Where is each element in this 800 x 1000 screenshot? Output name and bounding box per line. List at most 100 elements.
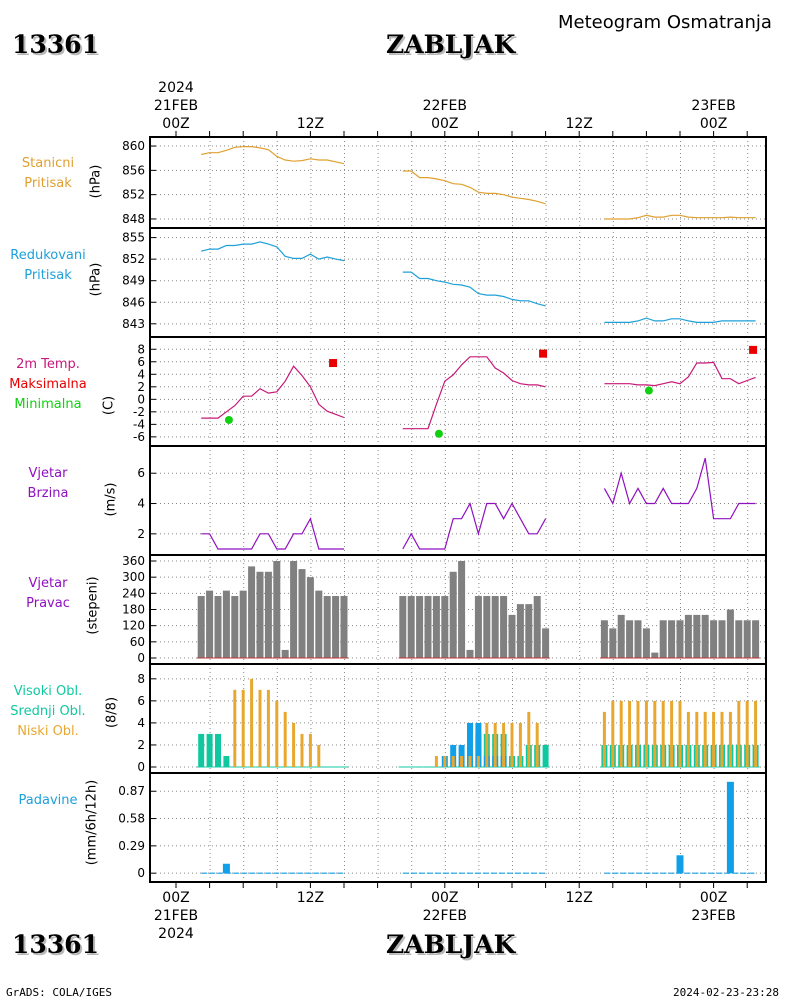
low-cloud-bar bbox=[451, 755, 455, 767]
wind-direction-bar bbox=[701, 614, 709, 658]
wind-speed-line bbox=[603, 457, 756, 520]
wind-direction-bar bbox=[399, 596, 407, 658]
temp-max-marker bbox=[329, 359, 338, 368]
wind-direction-bar bbox=[306, 577, 314, 658]
wind-direction-bar bbox=[290, 561, 298, 658]
panel-frame bbox=[149, 772, 767, 883]
y-tick-label: 0 bbox=[137, 866, 145, 880]
station-pressure-line bbox=[604, 214, 756, 220]
reduced-pressure-line bbox=[201, 241, 345, 262]
panel-label-temperature: 2m Temp. Maksimalna Minimalna bbox=[0, 355, 108, 415]
low-cloud-bar bbox=[728, 711, 732, 767]
y-tick-label: 852 bbox=[122, 252, 145, 266]
wind-direction-bar bbox=[332, 596, 340, 658]
high-cloud-bar bbox=[198, 733, 205, 767]
y-tick-label: 0.58 bbox=[118, 812, 145, 826]
low-cloud-bar bbox=[527, 711, 531, 767]
reduced-pressure-label-1: Redukovani bbox=[10, 248, 86, 263]
reduced-pressure-label-2: Pritisak bbox=[24, 268, 72, 283]
wind-speed-label-2: Brzina bbox=[27, 486, 69, 501]
panel-frame bbox=[149, 136, 767, 229]
temp-min-marker bbox=[644, 386, 653, 395]
low-cloud-bar bbox=[611, 700, 615, 767]
station-id-bottom: 13361 bbox=[12, 930, 99, 959]
low-cloud-bar bbox=[703, 711, 707, 767]
wind-direction-bar bbox=[743, 620, 751, 658]
wind-direction-bar bbox=[726, 609, 734, 658]
wind-direction-bar bbox=[668, 620, 676, 658]
y-tick-label: 846 bbox=[122, 295, 145, 309]
y-tick-label: 2 bbox=[137, 738, 145, 752]
x-date-label-bottom: 23FEB bbox=[691, 908, 735, 924]
mid-cloud-bar bbox=[475, 722, 482, 767]
reduced-pressure-line bbox=[604, 317, 756, 323]
temperature-line bbox=[402, 356, 546, 430]
x-hour-label-bottom: 00Z bbox=[162, 890, 189, 906]
low-cloud-bar bbox=[695, 711, 699, 767]
temp-max-marker bbox=[539, 349, 548, 358]
wind-direction-bar bbox=[264, 571, 272, 658]
panel-label-wind-speed: Vjetar Brzina bbox=[0, 464, 108, 504]
wind-direction-bar bbox=[500, 596, 508, 658]
wind-direction-bar bbox=[634, 620, 642, 658]
precipitation-bar bbox=[726, 781, 734, 874]
x-date-label-top: 22FEB bbox=[423, 98, 467, 114]
station-pressure-line bbox=[402, 170, 546, 205]
wind-speed-label-1: Vjetar bbox=[28, 466, 68, 481]
low-cloud-bar bbox=[653, 700, 657, 767]
high-cloud-bar bbox=[542, 744, 549, 767]
wind-direction-bar bbox=[516, 604, 524, 658]
wind-direction-bar bbox=[197, 596, 205, 658]
wind-direction-bar bbox=[676, 620, 684, 658]
clouds-label-3: Niski Obl. bbox=[17, 724, 79, 739]
x-date-label-top: 23FEB bbox=[691, 98, 735, 114]
wind-direction-bar bbox=[600, 620, 608, 658]
x-year-label-top: 2024 bbox=[158, 80, 194, 96]
wind-direction-bar bbox=[458, 561, 466, 658]
low-cloud-bar bbox=[636, 700, 640, 767]
wind-speed-line bbox=[402, 501, 547, 550]
footer-timestamp: 2024-02-23-23:28 bbox=[673, 986, 779, 999]
temp-min-marker bbox=[224, 415, 233, 424]
low-cloud-bar bbox=[678, 700, 682, 767]
x-date-label-bottom: 21FEB bbox=[154, 908, 198, 924]
wind-direction-bar bbox=[617, 614, 625, 658]
x-hour-label-bottom: 12Z bbox=[297, 890, 324, 906]
station-pressure-line bbox=[201, 146, 345, 165]
x-hour-label-bottom: 00Z bbox=[700, 890, 727, 906]
precipitation-label-1: Padavine bbox=[18, 793, 78, 808]
wind-direction-bar bbox=[214, 596, 222, 658]
reduced-pressure-line bbox=[402, 271, 546, 307]
low-cloud-bar bbox=[275, 700, 279, 767]
x-hour-label-top: 12Z bbox=[565, 116, 592, 132]
low-cloud-bar bbox=[745, 700, 749, 767]
panel-label-clouds: Visoki Obl. Srednji Obl. Niski Obl. bbox=[0, 682, 108, 742]
x-hour-label-top: 12Z bbox=[297, 116, 324, 132]
precipitation-bar bbox=[676, 855, 684, 874]
y-tick-label: 300 bbox=[122, 570, 145, 584]
chart-subtitle: Meteogram Osmatranja bbox=[558, 12, 772, 33]
low-cloud-bar bbox=[233, 689, 237, 767]
low-cloud-bar bbox=[619, 700, 623, 767]
y-tick-label: 855 bbox=[122, 231, 145, 245]
wind-direction-bar bbox=[441, 596, 449, 658]
wind-direction-bar bbox=[651, 652, 659, 658]
low-cloud-bar bbox=[628, 700, 632, 767]
y-tick-label: 8 bbox=[137, 672, 145, 686]
y-tick-label: -6 bbox=[133, 430, 145, 444]
wind-direction-label-2: Pravac bbox=[26, 596, 70, 611]
y-tick-label: 8 bbox=[137, 342, 145, 356]
wind-direction-label-1: Vjetar bbox=[28, 576, 68, 591]
high-cloud-bar bbox=[215, 733, 221, 767]
low-cloud-bar bbox=[754, 700, 758, 767]
y-tick-label: -4 bbox=[133, 417, 145, 431]
wind-direction-bar bbox=[474, 596, 482, 658]
y-tick-label: 360 bbox=[122, 554, 145, 568]
low-cloud-bar bbox=[241, 689, 245, 767]
low-cloud-bar bbox=[720, 711, 724, 767]
high-cloud-bar bbox=[206, 733, 213, 767]
low-cloud-bar bbox=[283, 711, 287, 767]
y-tick-label: 120 bbox=[122, 619, 145, 633]
wind-direction-bar bbox=[315, 590, 323, 658]
